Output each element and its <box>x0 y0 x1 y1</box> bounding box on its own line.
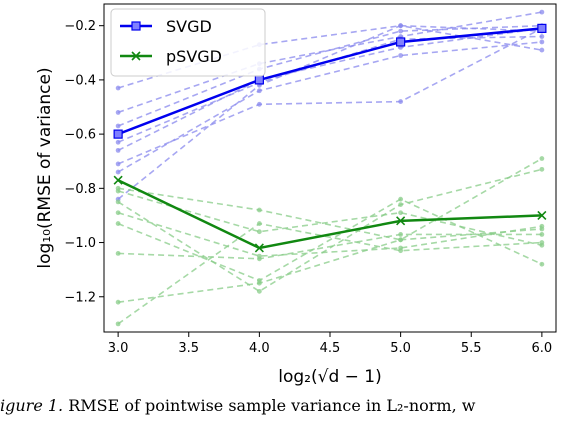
x-tick-label: 5.5 <box>461 341 482 356</box>
x-tick-label: 4.0 <box>249 341 270 356</box>
run-point <box>115 110 121 115</box>
run-point <box>256 101 262 107</box>
legend-psvgd-marker <box>131 51 141 61</box>
run-point <box>115 321 121 327</box>
series-line-psvgd <box>117 179 542 250</box>
run-point <box>398 196 404 202</box>
run-point <box>539 9 545 15</box>
run-point <box>539 34 545 39</box>
y-tick-label: −0.2 <box>64 19 96 34</box>
x-axis-label: log₂(√d − 1) <box>278 367 382 387</box>
figure-caption: igure 1. RMSE of pointwise sample varian… <box>0 396 588 422</box>
main-series <box>113 23 547 253</box>
legend: SVGD pSVGD <box>110 8 266 77</box>
run-line-psvgd-13 <box>117 168 543 293</box>
run-point <box>115 161 121 167</box>
data-point-psvgd <box>113 175 123 185</box>
chart: 3.0 3.5 4.0 4.5 5.0 5.5 6.0 −1.2 −1.0 −0.8 −0.6 −0… <box>35 3 557 387</box>
run-point <box>539 223 545 229</box>
run-line-svgd-7 <box>117 35 542 143</box>
run-line-psvgd-12 <box>117 222 542 325</box>
run-point <box>256 207 262 213</box>
run-point <box>115 199 121 205</box>
run-point <box>398 23 404 29</box>
run-point <box>398 99 404 104</box>
run-point <box>539 261 545 267</box>
y-tick-label: −1.0 <box>64 236 96 251</box>
y-axis: −1.2 −1.0 −0.8 −0.6 −0.4 −0.2 <box>64 19 104 305</box>
run-point <box>539 47 545 53</box>
caption-text: RMSE of pointwise sample variance in L₂-… <box>63 396 476 415</box>
legend-svgd-marker <box>131 21 141 31</box>
run-line-psvgd-15 <box>117 211 543 257</box>
run-point <box>398 28 404 34</box>
x-tick-label: 3.5 <box>178 341 199 356</box>
data-point-svgd <box>113 129 123 139</box>
run-point <box>539 166 545 172</box>
run-point <box>539 156 545 161</box>
run-point <box>539 39 545 45</box>
x-tick-label: 5.0 <box>390 341 411 356</box>
run-point <box>115 123 121 129</box>
run-point <box>256 288 262 294</box>
run-point <box>115 210 121 216</box>
run-point <box>398 210 404 216</box>
run-point <box>115 221 121 226</box>
y-tick-label: −0.4 <box>64 73 96 88</box>
run-line-svgd-3 <box>117 27 543 165</box>
data-point-svgd <box>254 75 264 85</box>
run-point <box>398 232 404 237</box>
x-tick-label: 4.5 <box>320 341 341 356</box>
run-line-psvgd-8 <box>117 157 543 241</box>
run-point <box>398 53 404 58</box>
data-point-psvgd <box>396 216 406 226</box>
run-point <box>115 188 121 194</box>
run-line-svgd-0 <box>117 24 543 200</box>
run-line-svgd-6 <box>117 24 542 127</box>
run-point <box>256 221 262 226</box>
run-line-svgd-5 <box>117 41 542 173</box>
run-point <box>256 253 262 259</box>
data-point-psvgd <box>254 243 264 253</box>
run-point <box>256 88 262 94</box>
run-line-psvgd-9 <box>117 198 543 282</box>
caption-label: igure 1. <box>0 396 64 415</box>
x-tick-label: 6.0 <box>532 341 553 356</box>
run-point <box>115 299 121 305</box>
legend-svgd-label: SVGD <box>166 17 212 36</box>
run-point <box>115 139 121 145</box>
run-point <box>398 202 404 207</box>
run-point <box>115 250 121 256</box>
run-point <box>115 85 121 91</box>
data-point-svgd <box>396 37 406 47</box>
y-axis-label: log₁₀(RMSE of variance) <box>35 67 55 268</box>
run-point <box>398 245 404 251</box>
y-tick-label: −0.6 <box>64 128 96 143</box>
x-tick-label: 3.0 <box>108 341 129 356</box>
run-point <box>539 242 545 248</box>
run-point <box>256 229 262 235</box>
y-tick-label: −1.2 <box>64 290 96 305</box>
y-tick-label: −0.8 <box>64 182 96 197</box>
run-point <box>115 169 121 175</box>
run-line-psvgd-11 <box>117 228 542 303</box>
x-axis: 3.0 3.5 4.0 4.5 5.0 5.5 6.0 <box>108 332 552 356</box>
run-point <box>398 237 404 243</box>
data-point-svgd <box>537 23 547 33</box>
run-point <box>115 147 121 153</box>
series-line-svgd <box>117 27 543 136</box>
data-point-psvgd <box>537 210 547 221</box>
run-point <box>256 280 262 286</box>
run-point <box>539 232 545 237</box>
legend-psvgd-label: pSVGD <box>166 47 222 66</box>
run-line-psvgd-14 <box>117 190 543 247</box>
